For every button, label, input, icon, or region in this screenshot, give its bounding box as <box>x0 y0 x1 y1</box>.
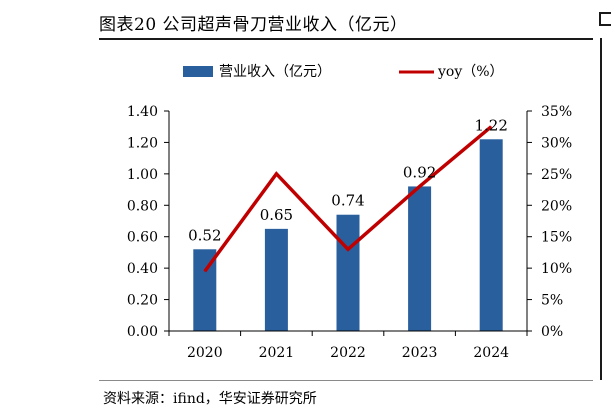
legend-bar-swatch <box>183 66 213 77</box>
yoy-point-2024 <box>490 126 492 128</box>
left-tick-label: 0.80 <box>127 198 158 214</box>
left-tick-label: 0.40 <box>127 261 158 277</box>
x-tick-label: 2022 <box>330 345 366 361</box>
source-note: 资料来源：ifind，华安证券研究所 <box>103 391 317 407</box>
x-tick-label: 2023 <box>402 345 438 361</box>
yoy-point-2022 <box>347 248 349 250</box>
yoy-point-2023 <box>419 185 421 187</box>
right-tick-label: 20% <box>541 198 572 214</box>
right-tick-label: 5% <box>541 293 563 309</box>
bar-value-label: 0.52 <box>188 226 221 244</box>
bar-value-label: 0.74 <box>331 192 364 210</box>
left-tick-label: 0.20 <box>127 293 158 309</box>
source-rule <box>99 380 593 381</box>
x-tick-label: 2021 <box>259 345 295 361</box>
left-tick-label: 0.00 <box>127 324 158 340</box>
left-tick-label: 1.00 <box>127 167 158 183</box>
bar-value-label: 1.22 <box>474 116 507 134</box>
legend-bar-label: 营业收入（亿元） <box>219 64 331 80</box>
x-tick-label: 2024 <box>473 345 509 361</box>
right-tick-label: 30% <box>541 135 572 151</box>
right-tick-label: 35% <box>541 104 572 120</box>
right-tick-label: 15% <box>541 230 572 246</box>
left-tick-label: 0.60 <box>127 230 158 246</box>
legend-line-label: yoy（%） <box>437 64 504 80</box>
title-rule <box>99 38 593 40</box>
x-tick-label: 2020 <box>187 345 223 361</box>
figure-title: 图表20 公司超声骨刀营业收入（亿元） <box>99 15 408 35</box>
yoy-point-2020 <box>204 270 206 272</box>
right-tick-label: 25% <box>541 167 572 183</box>
bar-value-label: 0.92 <box>403 163 436 181</box>
bar-2021 <box>264 228 288 331</box>
bar-value-label: 0.65 <box>260 206 293 224</box>
bar-2020 <box>193 249 217 331</box>
bar-2023 <box>408 186 432 331</box>
yoy-point-2021 <box>275 173 277 175</box>
bar-2024 <box>479 139 503 331</box>
bar-2022 <box>336 214 360 331</box>
adjacent-figure-rule <box>600 38 602 380</box>
right-tick-label: 10% <box>541 261 572 277</box>
adjacent-figure-edge <box>599 12 611 26</box>
right-tick-label: 0% <box>541 324 563 340</box>
left-tick-label: 1.40 <box>127 104 158 120</box>
left-tick-label: 1.20 <box>127 135 158 151</box>
